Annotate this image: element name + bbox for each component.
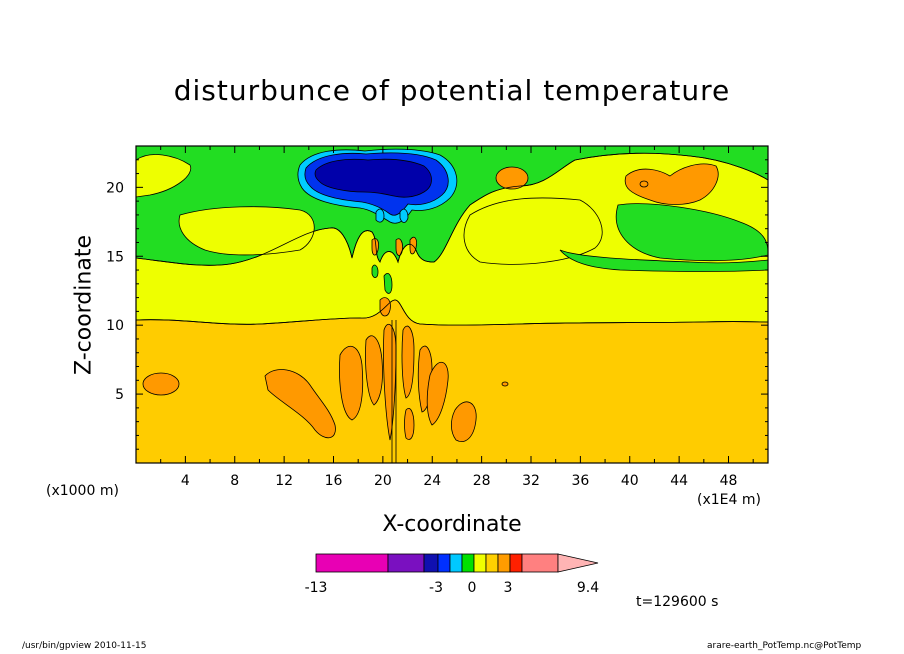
colorbar-tick-label: 0	[468, 580, 477, 596]
x-tick-label: 48	[720, 473, 738, 489]
cold-core	[314, 158, 432, 198]
colorbar-segment	[423, 553, 439, 573]
colorbar	[315, 553, 599, 573]
colorbar-tick-label: -13	[305, 580, 328, 596]
colorbar-segment	[497, 553, 511, 573]
x-tick-label: 44	[670, 473, 688, 489]
x-tick-label: 4	[181, 473, 190, 489]
chart-title: disturbunce of potential temperature	[173, 74, 731, 107]
x-unit-label: (x1000 m)	[46, 483, 119, 499]
colorbar-segment	[315, 553, 389, 573]
x-tick-label: 40	[621, 473, 639, 489]
x-tick-label: 20	[374, 473, 392, 489]
colorbar-segment	[387, 553, 425, 573]
y-axis-label: Z-coordinate	[71, 235, 97, 375]
plot-frame	[135, 145, 769, 464]
y-tick-label: 10	[106, 318, 124, 334]
footer-left: /usr/bin/gpview 2010-11-15	[22, 641, 147, 651]
colorbar-arrow	[557, 553, 599, 573]
colorbar-tick-label: -3	[429, 580, 443, 596]
colorbar-tick-label: 9.4	[577, 580, 599, 596]
colorbar-segment	[473, 553, 487, 573]
x-tick-label: 36	[571, 473, 589, 489]
y-tick-label: 15	[106, 249, 124, 265]
colorbar-segment	[521, 553, 559, 573]
x-tick-label: 28	[473, 473, 491, 489]
colorbar-tick-label: 3	[504, 580, 513, 596]
x-tick-label: 8	[230, 473, 239, 489]
x-tick-label: 16	[325, 473, 343, 489]
x-tick-label: 12	[275, 473, 293, 489]
x-tick-label: 24	[423, 473, 441, 489]
y-tick-label: 20	[106, 180, 124, 196]
colorbar-segment	[437, 553, 451, 573]
footer-right: arare-earth_PotTemp.nc@PotTemp	[707, 641, 862, 651]
x-tick-label: 32	[522, 473, 540, 489]
colorbar-segment	[485, 553, 499, 573]
x-multiplier-label: (x1E4 m)	[697, 492, 761, 508]
colorbar-segment	[449, 553, 463, 573]
colorbar-segment	[461, 553, 475, 573]
colorbar-segment	[509, 553, 523, 573]
x-axis-label: X-coordinate	[382, 512, 522, 537]
time-label: t=129600 s	[636, 594, 719, 610]
y-tick-label: 5	[115, 387, 124, 403]
